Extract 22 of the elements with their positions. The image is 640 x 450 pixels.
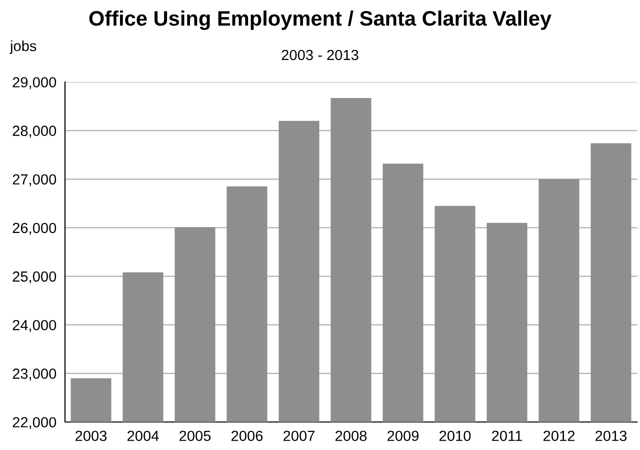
x-tick-label: 2008	[336, 430, 367, 442]
y-tick-label: 22,000	[12, 417, 56, 430]
x-tick-label: 2006	[232, 430, 263, 442]
x-tick-label: 2013	[596, 430, 627, 442]
x-tick-label: 2010	[440, 430, 471, 442]
chart-title: Office Using Employment / Santa Clarita Valley	[89, 10, 552, 30]
x-tick-label: 2011	[492, 430, 522, 442]
y-tick-label: 29,000	[12, 77, 56, 90]
y-tick-label: 26,000	[12, 222, 56, 235]
y-tick-label: 23,000	[12, 368, 56, 381]
y-tick-label: 25,000	[12, 271, 56, 284]
y-axis-title: jobs	[10, 40, 36, 54]
x-tick-label: 2004	[128, 430, 159, 442]
x-tick-label: 2005	[180, 430, 211, 442]
y-tick-label: 27,000	[12, 174, 56, 186]
x-tick-label: 2009	[388, 430, 419, 442]
y-tick-label: 24,000	[12, 320, 56, 332]
x-tick-label: 2007	[284, 430, 314, 442]
y-tick-label: 28,000	[12, 126, 56, 138]
x-tick-label: 2012	[544, 430, 574, 442]
x-tick-label: 2003	[76, 430, 107, 442]
chart-subtitle: 2003 - 2013	[282, 50, 358, 60]
